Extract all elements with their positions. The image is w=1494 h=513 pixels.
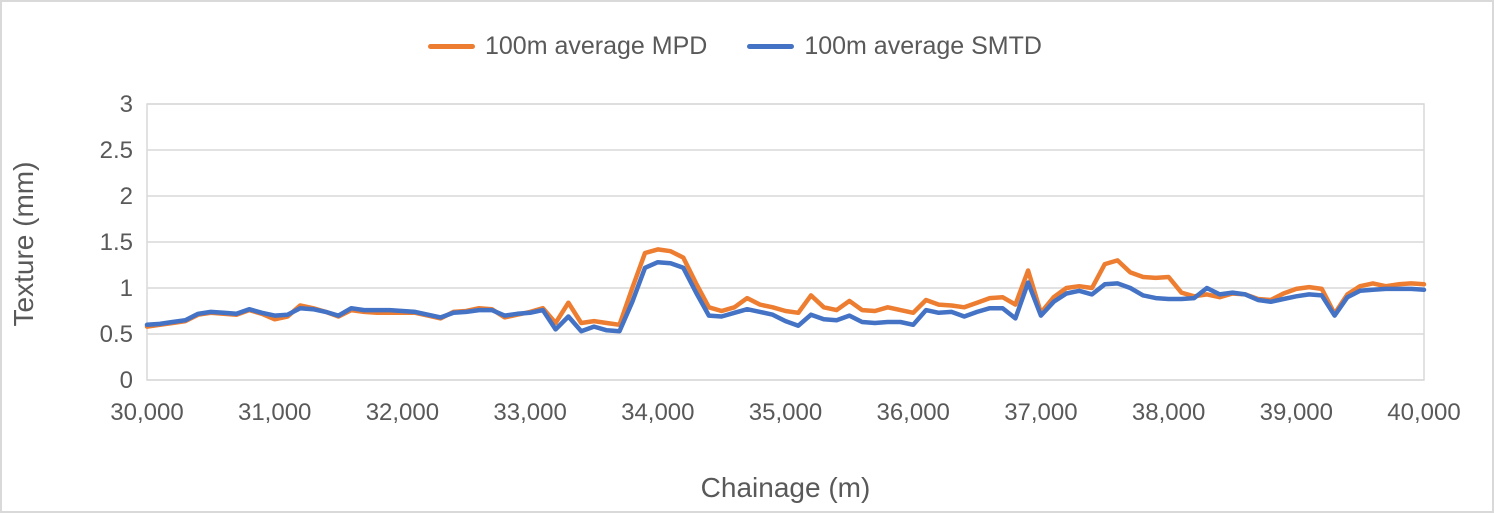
x-axis-title: Chainage (m) bbox=[700, 472, 871, 503]
y-tick-label: 2.5 bbox=[100, 137, 133, 164]
legend-item-mpd[interactable]: 100m average MPD bbox=[428, 32, 707, 61]
x-tick-label: 39,000 bbox=[1260, 399, 1333, 426]
x-tick-label: 33,000 bbox=[493, 399, 566, 426]
x-tick-label: 35,000 bbox=[749, 399, 822, 426]
y-axis-title: Texture (mm) bbox=[8, 161, 39, 327]
x-tick-label: 37,000 bbox=[1004, 399, 1077, 426]
chart-legend: 100m average MPD 100m average SMTD bbox=[428, 32, 1042, 61]
x-tick-label: 36,000 bbox=[876, 399, 949, 426]
x-tick-label: 40,000 bbox=[1387, 399, 1460, 426]
x-tick-label: 31,000 bbox=[238, 399, 311, 426]
y-tick-label: 1.5 bbox=[100, 229, 133, 256]
legend-item-smtd[interactable]: 100m average SMTD bbox=[747, 32, 1042, 61]
y-tick-label: 0 bbox=[120, 367, 133, 394]
x-tick-label: 32,000 bbox=[366, 399, 439, 426]
mpd-line-swatch-icon bbox=[428, 44, 475, 49]
x-tick-label: 34,000 bbox=[621, 399, 694, 426]
y-tick-label: 0.5 bbox=[100, 321, 133, 348]
smtd-series-line bbox=[144, 259, 1427, 334]
y-tick-label: 2 bbox=[120, 183, 133, 210]
legend-label-smtd: 100m average SMTD bbox=[804, 32, 1042, 60]
legend-label-mpd: 100m average MPD bbox=[485, 32, 708, 60]
plot-border bbox=[146, 103, 1425, 381]
x-tick-label: 30,000 bbox=[110, 399, 183, 426]
smtd-line-swatch-icon bbox=[747, 44, 795, 49]
y-tick-label: 3 bbox=[120, 91, 133, 118]
x-tick-label: 38,000 bbox=[1132, 399, 1205, 426]
y-tick-label: 1 bbox=[120, 275, 133, 302]
